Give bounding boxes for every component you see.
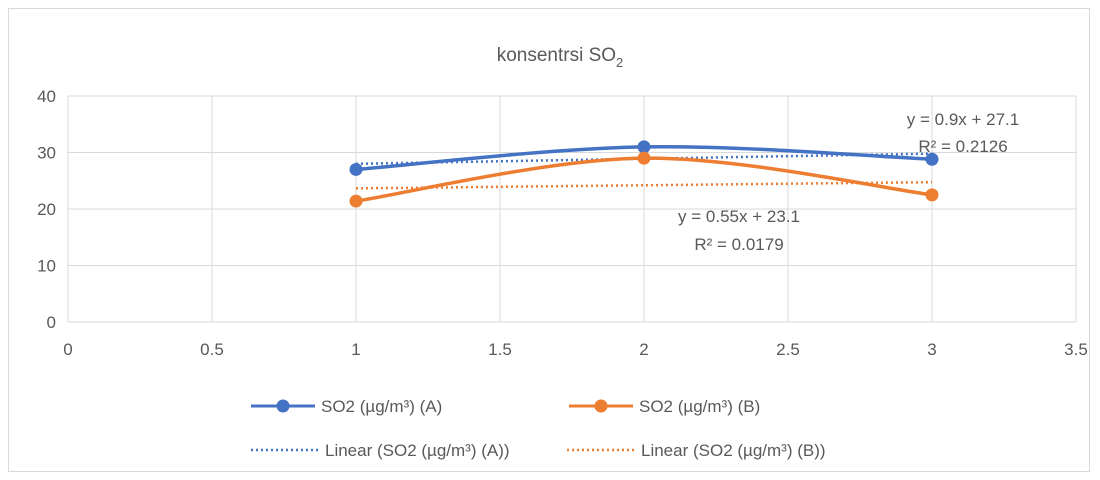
y-tick-label: 10 <box>37 257 56 276</box>
axis-layer: 0 10 20 30 40 0 0.5 1 1.5 2 2.5 3 3.5 <box>37 87 1088 359</box>
x-tick-label: 1.5 <box>488 340 512 359</box>
legend-item-trend-a[interactable]: Linear (SO2 (µg/m³) (A)) <box>251 441 510 460</box>
data-point-b[interactable] <box>637 151 651 165</box>
data-point-a[interactable] <box>925 152 939 166</box>
series-layer <box>349 140 939 208</box>
legend-label-series-a: SO2 (µg/m³) (A) <box>321 397 442 416</box>
x-tick-label: 3 <box>927 340 936 359</box>
legend-marker-series-a <box>276 399 290 413</box>
legend-item-series-a[interactable]: SO2 (µg/m³) (A) <box>251 397 442 416</box>
legend: SO2 (µg/m³) (A) SO2 (µg/m³) (B) Linear (… <box>251 397 826 460</box>
trendline-b-r2: R² = 0.0179 <box>694 235 783 254</box>
data-point-a[interactable] <box>637 140 651 154</box>
y-tick-label: 40 <box>37 87 56 106</box>
legend-label-trend-a: Linear (SO2 (µg/m³) (A)) <box>325 441 510 460</box>
x-tick-label: 3.5 <box>1064 340 1088 359</box>
legend-item-trend-b[interactable]: Linear (SO2 (µg/m³) (B)) <box>567 441 826 460</box>
legend-item-series-b[interactable]: SO2 (µg/m³) (B) <box>569 397 760 416</box>
y-tick-label: 0 <box>47 313 56 332</box>
trendline-b <box>355 180 933 190</box>
chart-frame: konsentrsi SO2 0 10 20 30 40 0 0.5 1 1.5 2 2.5 3 3.5… <box>8 8 1090 472</box>
data-point-b[interactable] <box>925 188 939 202</box>
trendline-layer <box>355 152 933 190</box>
trendline-a-equation: y = 0.9x + 27.1 <box>907 110 1019 129</box>
trendline-a-r2: R² = 0.2126 <box>918 137 1007 156</box>
data-point-a[interactable] <box>349 162 363 176</box>
x-tick-label: 0.5 <box>200 340 224 359</box>
annotation-layer: y = 0.9x + 27.1 R² = 0.2126 y = 0.55x + … <box>678 110 1019 254</box>
legend-label-series-b: SO2 (µg/m³) (B) <box>639 397 760 416</box>
x-tick-label: 0 <box>63 340 72 359</box>
x-tick-label: 2 <box>639 340 648 359</box>
y-tick-label: 20 <box>37 200 56 219</box>
legend-label-trend-b: Linear (SO2 (µg/m³) (B)) <box>641 441 826 460</box>
chart-title: konsentrsi SO2 <box>497 45 624 70</box>
grid-layer <box>67 95 1077 323</box>
trendline-b-equation: y = 0.55x + 23.1 <box>678 207 800 226</box>
legend-marker-series-b <box>594 399 608 413</box>
chart-title-main: konsentrsi SO <box>497 45 616 66</box>
chart-title-subscript: 2 <box>616 55 623 70</box>
y-tick-label: 30 <box>37 144 56 163</box>
x-tick-label: 2.5 <box>776 340 800 359</box>
trendline-a <box>355 152 933 166</box>
x-tick-label: 1 <box>351 340 360 359</box>
data-point-b[interactable] <box>349 194 363 208</box>
